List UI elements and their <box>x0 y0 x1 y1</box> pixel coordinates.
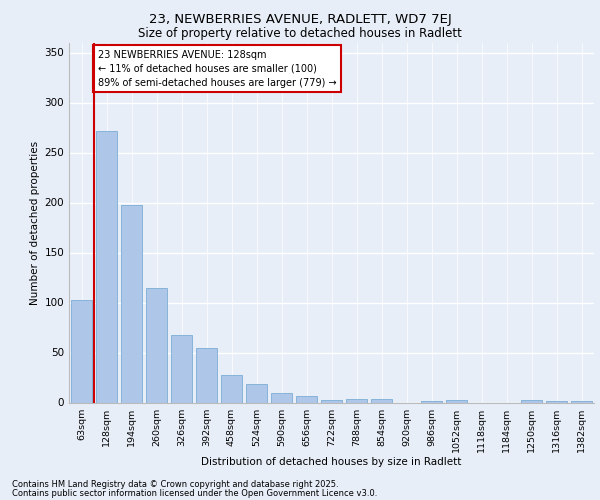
Bar <box>271 392 292 402</box>
Y-axis label: Number of detached properties: Number of detached properties <box>30 140 40 304</box>
Bar <box>371 398 392 402</box>
Bar <box>421 400 442 402</box>
Bar <box>196 348 217 403</box>
Bar <box>296 396 317 402</box>
Text: Contains public sector information licensed under the Open Government Licence v3: Contains public sector information licen… <box>12 489 377 498</box>
Bar <box>546 400 567 402</box>
Bar <box>171 334 192 402</box>
Bar <box>321 400 342 402</box>
Bar <box>346 398 367 402</box>
Text: 23, NEWBERRIES AVENUE, RADLETT, WD7 7EJ: 23, NEWBERRIES AVENUE, RADLETT, WD7 7EJ <box>149 12 451 26</box>
Bar <box>521 400 542 402</box>
Bar <box>96 130 117 402</box>
X-axis label: Distribution of detached houses by size in Radlett: Distribution of detached houses by size … <box>202 458 461 468</box>
Bar <box>571 400 592 402</box>
Bar <box>146 288 167 403</box>
Text: 23 NEWBERRIES AVENUE: 128sqm
← 11% of detached houses are smaller (100)
89% of s: 23 NEWBERRIES AVENUE: 128sqm ← 11% of de… <box>98 50 337 88</box>
Bar <box>71 300 92 403</box>
Bar <box>121 204 142 402</box>
Text: Size of property relative to detached houses in Radlett: Size of property relative to detached ho… <box>138 28 462 40</box>
Bar <box>446 400 467 402</box>
Bar <box>221 374 242 402</box>
Bar <box>246 384 267 402</box>
Text: Contains HM Land Registry data © Crown copyright and database right 2025.: Contains HM Land Registry data © Crown c… <box>12 480 338 489</box>
